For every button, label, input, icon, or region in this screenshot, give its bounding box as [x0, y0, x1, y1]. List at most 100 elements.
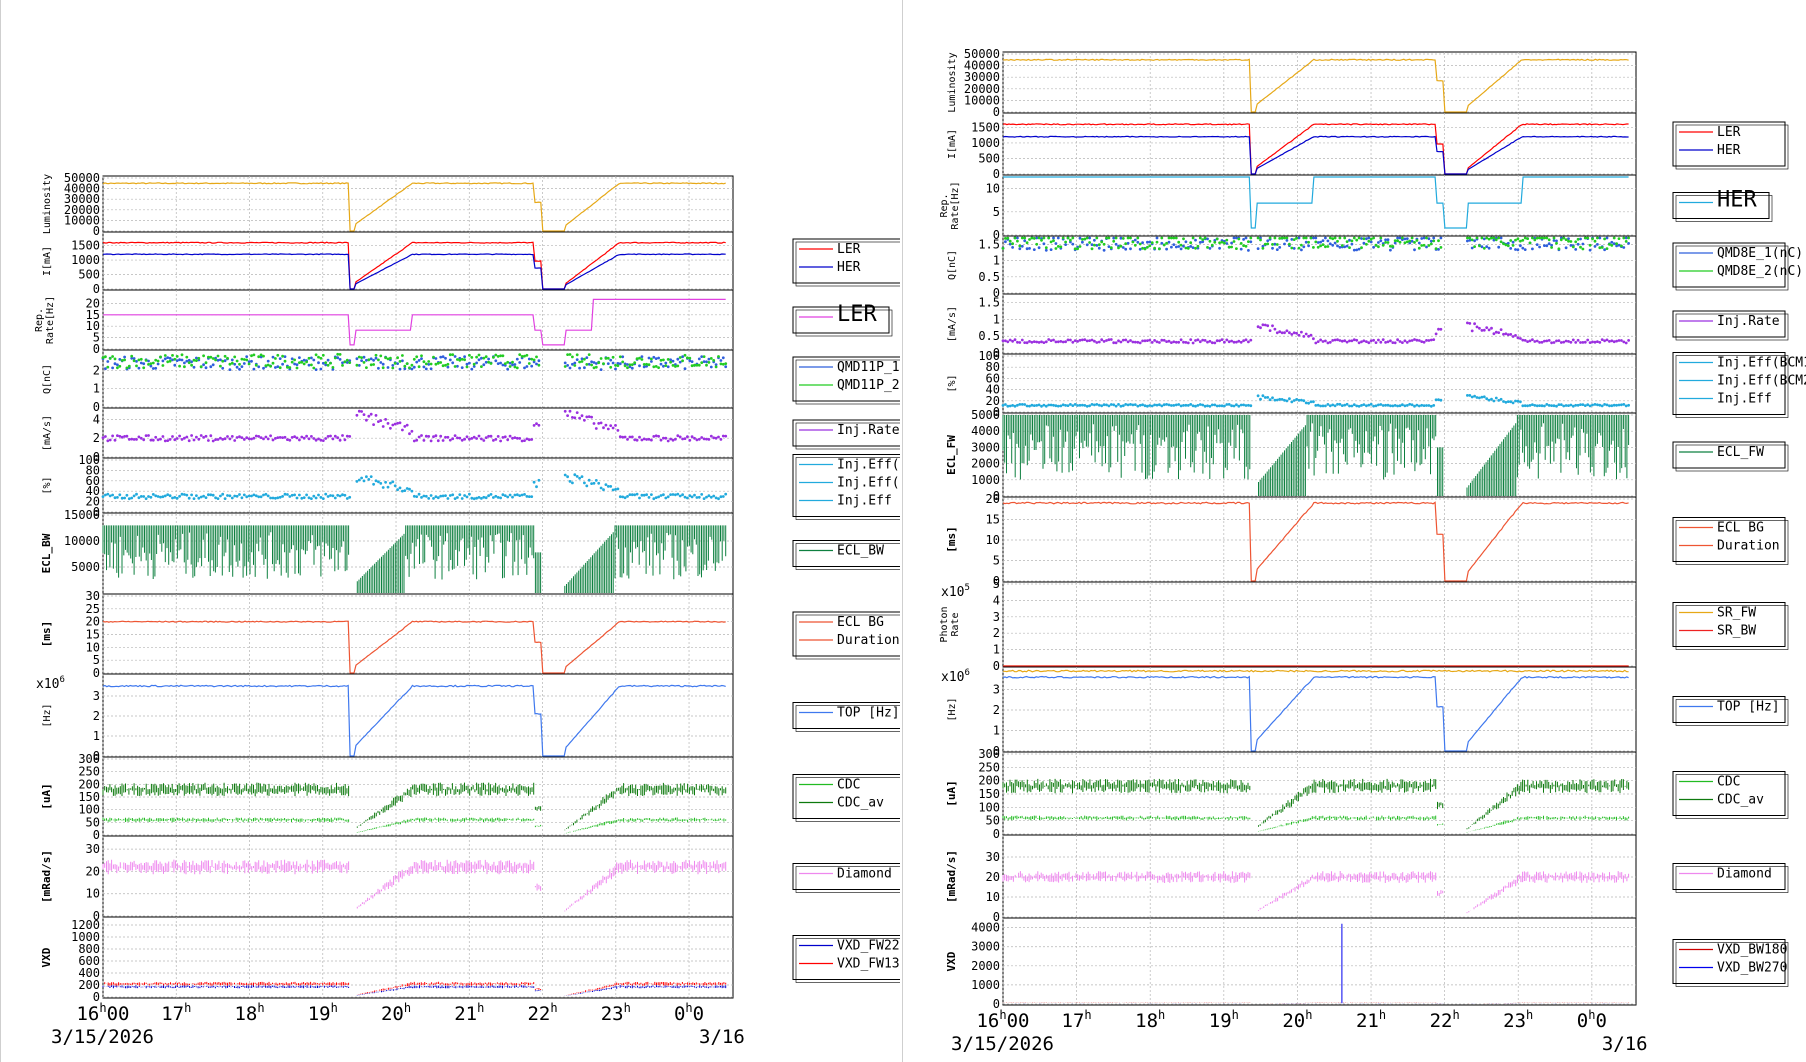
ler-q-point [662, 364, 665, 368]
ler-eff-point [460, 497, 464, 500]
her-bg-legend-shadow [1675, 520, 1789, 565]
ler-inj-point [317, 437, 320, 441]
her-q-point [1218, 246, 1221, 250]
ler-q-point [101, 356, 105, 359]
her-eff-point [1415, 403, 1419, 407]
her-q-point [1603, 248, 1606, 252]
her-eff-point [1283, 398, 1286, 402]
ler-inj-point [139, 436, 143, 440]
her-q-point [1398, 236, 1402, 240]
her-inj-point [1191, 341, 1195, 345]
ler-q-point [302, 358, 306, 362]
her-dia-legend-box [1672, 863, 1786, 890]
ler-eff-point [125, 493, 129, 497]
ler-inj-point [709, 434, 713, 438]
her-inj-point [1396, 338, 1399, 342]
her-inj-point [1292, 331, 1296, 335]
her-inj-point [1398, 340, 1402, 343]
her-inj-point [1562, 340, 1566, 344]
ler-inj-point [190, 434, 194, 437]
her-lum-ytick: 0 [993, 105, 1000, 119]
ler-inj-point [475, 437, 478, 440]
ler-eff-point [139, 495, 143, 498]
ler-q-point [235, 359, 239, 363]
her-q-point [1119, 244, 1123, 248]
ler-eff-point [719, 495, 723, 499]
her-eff-point [1066, 404, 1070, 407]
ler-eff-point [635, 492, 639, 496]
her-q-point [1001, 247, 1005, 250]
her-inj-point [1377, 338, 1380, 342]
her-q-point [1437, 239, 1440, 243]
her-inj-point [1213, 341, 1217, 345]
ler-q-point [341, 361, 344, 365]
her-q-point [1278, 237, 1282, 240]
ler-q-point [137, 358, 141, 362]
her-q-point [1056, 236, 1060, 240]
ler-q-point [448, 358, 452, 362]
her-q-point [1396, 239, 1399, 243]
ler-eff-point [681, 493, 684, 497]
her-q-point [1153, 246, 1156, 250]
her-q-point [1237, 237, 1241, 241]
ler-q-point [367, 358, 371, 362]
her-q-point [1543, 236, 1546, 240]
ler-q-point [463, 358, 466, 362]
her-inj-point [1581, 341, 1585, 344]
her-inj-point [1278, 330, 1282, 334]
her-dia-legend: Diamond [1672, 863, 1789, 893]
her-q-point [1324, 236, 1327, 240]
ler-eff-point [113, 496, 117, 500]
ler-q-point [458, 356, 462, 360]
her-eff-ytick: 0 [993, 405, 1000, 419]
her-eff-point [1410, 403, 1414, 407]
ler-q-point [171, 354, 174, 357]
her-q-point [1061, 236, 1065, 240]
ler-q-point [503, 362, 507, 365]
her-q-point [1184, 246, 1188, 250]
her-rep-ylabel: Rep. [939, 193, 950, 217]
ler-q-point [635, 357, 639, 361]
ler-q-point [204, 361, 208, 365]
ler-eff-point [130, 496, 134, 500]
her-vxd-ytick: 2000 [971, 959, 1000, 973]
ler-ecl-legend-shadow [795, 543, 900, 570]
ler-inj-point [360, 410, 363, 413]
her-sr-ytick: 3 [993, 610, 1000, 624]
her-q-point [1552, 239, 1556, 242]
her-inj-point [1244, 338, 1248, 342]
ler-q-point [276, 353, 280, 357]
her-q-point [1535, 243, 1539, 247]
her-inj-point [1011, 339, 1014, 343]
ler-eff-point [326, 495, 330, 498]
ler-q-point [666, 358, 670, 361]
her-eff-point [1230, 404, 1233, 408]
ler-q-point [530, 364, 534, 368]
ler-vxd-ylabel: VXD [40, 947, 53, 967]
her-eff-point [1389, 404, 1392, 408]
her-eff-point [1372, 404, 1375, 408]
her-q-point [1345, 240, 1349, 244]
her-eff-point [1143, 404, 1147, 408]
her-inj-point [1355, 338, 1359, 342]
her-q-point [1338, 245, 1342, 249]
her-vxd-ytick: 0 [993, 997, 1000, 1011]
ler-cdc-ylabel: [uA] [40, 783, 53, 810]
ler-eff-point [465, 495, 469, 499]
ler-vxd-legend-shadow [795, 938, 900, 983]
ler-inj-ytick: 4 [93, 412, 100, 426]
her-eff-point [1297, 398, 1301, 402]
ler-q-point [535, 355, 538, 359]
her-q-point [1044, 248, 1048, 252]
her-eff-point [1521, 404, 1525, 408]
her-inj-point [1042, 341, 1046, 344]
ler-inj-point [609, 424, 613, 427]
her-eff-point [1102, 403, 1106, 407]
her-q-point [1543, 244, 1546, 248]
her-q-point [1093, 243, 1096, 247]
her-inj-point [1535, 339, 1539, 343]
her-inj-point [1506, 333, 1510, 337]
her-eff-point [1535, 404, 1539, 408]
